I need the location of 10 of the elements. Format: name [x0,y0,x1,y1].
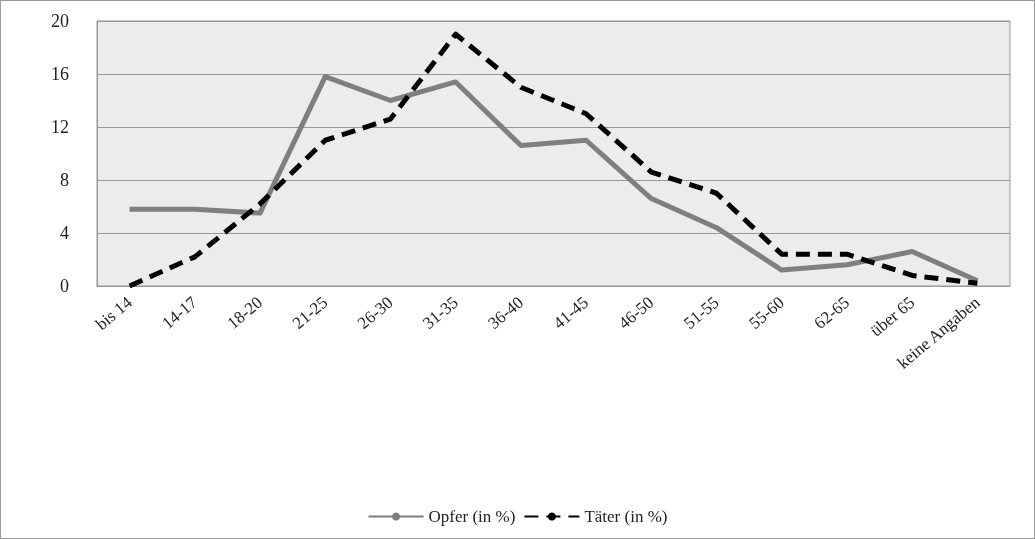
x-tick-label: bis 14 [92,292,137,334]
legend-label: Täter (in %) [584,507,668,526]
y-tick-label: 12 [51,117,69,137]
y-tick-label: 0 [60,276,69,296]
x-tick-label: über 65 [866,292,919,341]
y-tick-label: 4 [60,223,69,243]
y-tick-label: 16 [51,64,69,84]
y-tick-label: 20 [51,11,69,31]
y-tick-label: 8 [60,170,69,190]
legend-label: Opfer (in %) [428,507,516,526]
